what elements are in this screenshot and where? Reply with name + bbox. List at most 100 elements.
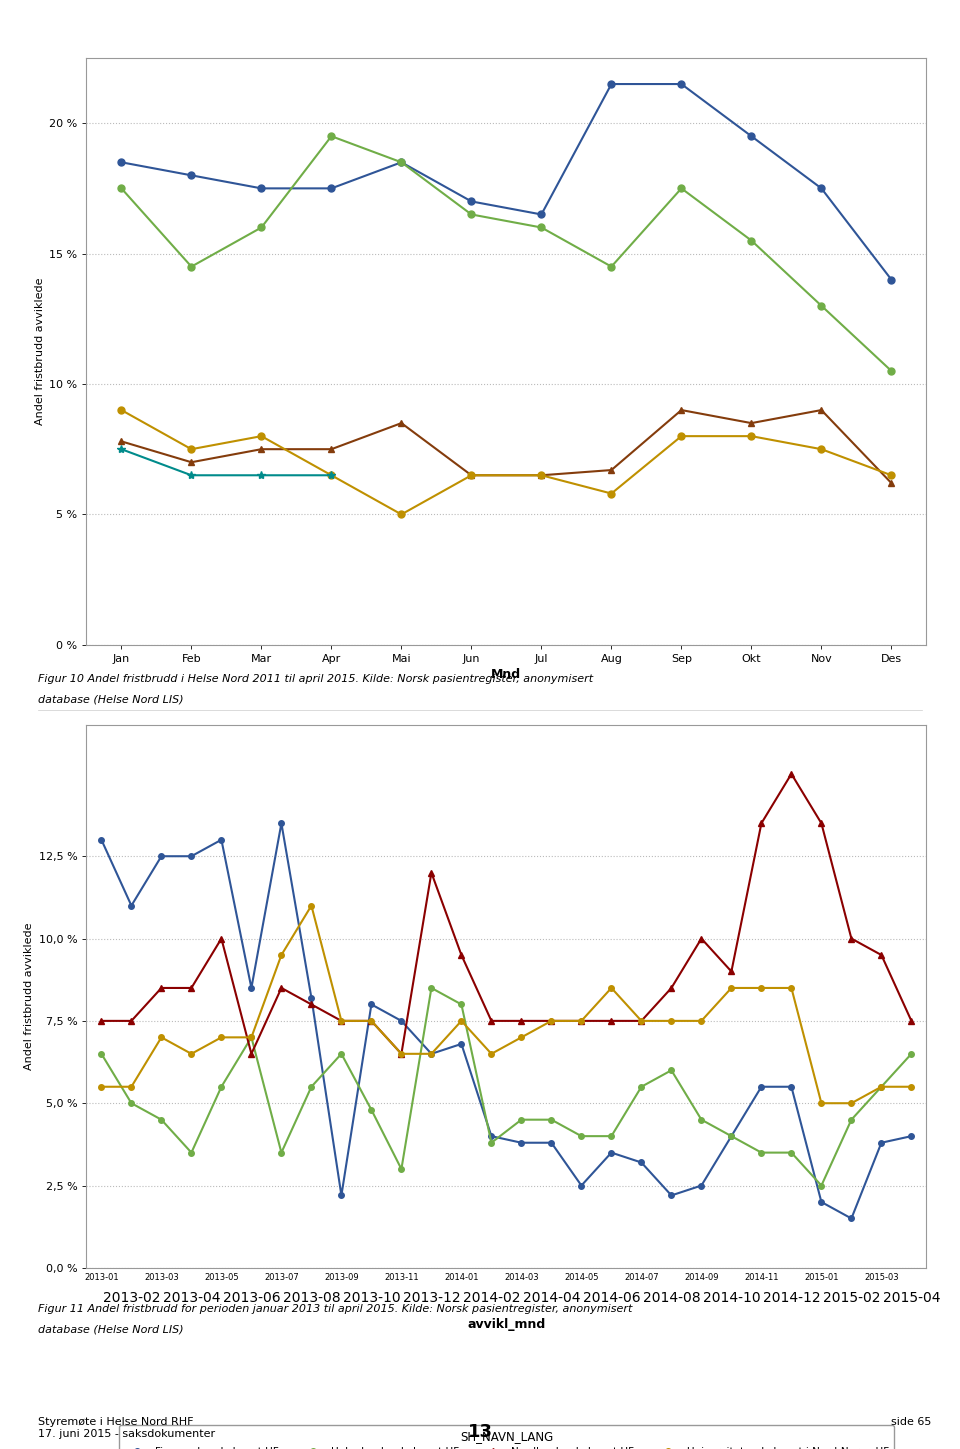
Finnmarkssykehuset HF xyxy=(156,848,167,865)
Line: Nordlandssykehuset HF: Nordlandssykehuset HF xyxy=(99,771,914,1056)
Finnmarkssykehuset HF xyxy=(905,1127,917,1145)
2011 xyxy=(676,75,687,93)
Nordlandssykehuset HF xyxy=(126,1013,137,1030)
Legend: Finnmarkssykehuset HF, Helgelandssykehuset HF, Nordlandssykehuset HF, Universite: Finnmarkssykehuset HF, Helgelandssykehus… xyxy=(119,1426,894,1449)
Universitetssykehuset i Nord-Norge HF xyxy=(696,1013,708,1030)
Helgelandssykehuset HF xyxy=(665,1062,677,1080)
Nordlandssykehuset HF xyxy=(636,1013,647,1030)
Finnmarkssykehuset HF xyxy=(785,1078,797,1095)
Helgelandssykehuset HF xyxy=(486,1135,497,1152)
Nordlandssykehuset HF xyxy=(425,864,437,881)
Finnmarkssykehuset HF xyxy=(96,832,108,849)
Helgelandssykehuset HF xyxy=(545,1111,557,1129)
2012 xyxy=(466,206,477,223)
2015 xyxy=(325,467,337,484)
Helgelandssykehuset HF xyxy=(305,1078,317,1095)
Helgelandssykehuset HF xyxy=(456,995,468,1013)
Line: 2012: 2012 xyxy=(118,133,895,374)
Universitetssykehuset i Nord-Norge HF xyxy=(305,897,317,914)
Universitetssykehuset i Nord-Norge HF xyxy=(366,1013,377,1030)
2013 xyxy=(325,440,337,458)
Helgelandssykehuset HF xyxy=(96,1045,108,1062)
2012 xyxy=(115,180,127,197)
Helgelandssykehuset HF xyxy=(425,980,437,997)
Universitetssykehuset i Nord-Norge HF xyxy=(726,980,737,997)
Nordlandssykehuset HF xyxy=(516,1013,527,1030)
Universitetssykehuset i Nord-Norge HF xyxy=(516,1029,527,1046)
Helgelandssykehuset HF xyxy=(396,1161,407,1178)
Text: Figur 11 Andel fristbrudd for perioden januar 2013 til april 2015. Kilde: Norsk : Figur 11 Andel fristbrudd for perioden j… xyxy=(38,1304,633,1314)
Universitetssykehuset i Nord-Norge HF xyxy=(905,1078,917,1095)
2014 xyxy=(185,440,197,458)
Universitetssykehuset i Nord-Norge HF xyxy=(276,946,287,964)
Universitetssykehuset i Nord-Norge HF xyxy=(606,980,617,997)
Finnmarkssykehuset HF xyxy=(876,1135,887,1152)
Nordlandssykehuset HF xyxy=(905,1013,917,1030)
Helgelandssykehuset HF xyxy=(276,1143,287,1161)
2011 xyxy=(816,180,828,197)
Legend: 2011, 2012, 2013, 2014, 2015: 2011, 2012, 2013, 2014, 2015 xyxy=(244,751,652,788)
Finnmarkssykehuset HF xyxy=(696,1177,708,1194)
Finnmarkssykehuset HF xyxy=(456,1035,468,1052)
2011 xyxy=(746,128,757,145)
2014 xyxy=(115,401,127,419)
Helgelandssykehuset HF xyxy=(336,1045,348,1062)
Universitetssykehuset i Nord-Norge HF xyxy=(545,1013,557,1030)
2013 xyxy=(606,461,617,478)
Finnmarkssykehuset HF xyxy=(246,980,257,997)
2011 xyxy=(115,154,127,171)
Finnmarkssykehuset HF xyxy=(366,995,377,1013)
Nordlandssykehuset HF xyxy=(576,1013,588,1030)
Y-axis label: Andel fristbrudd avviklede: Andel fristbrudd avviklede xyxy=(24,923,35,1069)
Helgelandssykehuset HF xyxy=(185,1143,197,1161)
Text: side 65: side 65 xyxy=(891,1417,931,1427)
Finnmarkssykehuset HF xyxy=(756,1078,767,1095)
2014 xyxy=(886,467,898,484)
2015 xyxy=(255,467,267,484)
Helgelandssykehuset HF xyxy=(126,1094,137,1111)
Text: Figur 10 Andel fristbrudd i Helse Nord 2011 til april 2015. Kilde: Norsk pasient: Figur 10 Andel fristbrudd i Helse Nord 2… xyxy=(38,674,593,684)
Nordlandssykehuset HF xyxy=(545,1013,557,1030)
2014 xyxy=(676,427,687,445)
2011 xyxy=(396,154,407,171)
Nordlandssykehuset HF xyxy=(276,980,287,997)
Finnmarkssykehuset HF xyxy=(636,1153,647,1171)
2012 xyxy=(816,297,828,314)
2012 xyxy=(886,362,898,380)
Nordlandssykehuset HF xyxy=(816,814,828,832)
Universitetssykehuset i Nord-Norge HF xyxy=(216,1029,228,1046)
2011 xyxy=(606,75,617,93)
Helgelandssykehuset HF xyxy=(516,1111,527,1129)
Finnmarkssykehuset HF xyxy=(516,1135,527,1152)
Helgelandssykehuset HF xyxy=(756,1143,767,1161)
Nordlandssykehuset HF xyxy=(396,1045,407,1062)
Finnmarkssykehuset HF xyxy=(846,1210,857,1227)
2014 xyxy=(255,427,267,445)
Finnmarkssykehuset HF xyxy=(276,814,287,832)
Nordlandssykehuset HF xyxy=(486,1013,497,1030)
Text: Styremøte i Helse Nord RHF
17. juni 2015 - saksdokumenter: Styremøte i Helse Nord RHF 17. juni 2015… xyxy=(38,1417,216,1439)
2012 xyxy=(606,258,617,275)
2013 xyxy=(746,414,757,432)
Universitetssykehuset i Nord-Norge HF xyxy=(396,1045,407,1062)
Helgelandssykehuset HF xyxy=(726,1127,737,1145)
Helgelandssykehuset HF xyxy=(216,1078,228,1095)
2012 xyxy=(325,128,337,145)
Universitetssykehuset i Nord-Norge HF xyxy=(756,980,767,997)
2013 xyxy=(255,440,267,458)
Universitetssykehuset i Nord-Norge HF xyxy=(636,1013,647,1030)
Finnmarkssykehuset HF xyxy=(486,1127,497,1145)
Nordlandssykehuset HF xyxy=(606,1013,617,1030)
2011 xyxy=(536,206,547,223)
Universitetssykehuset i Nord-Norge HF xyxy=(96,1078,108,1095)
Universitetssykehuset i Nord-Norge HF xyxy=(665,1013,677,1030)
2013 xyxy=(115,433,127,451)
Universitetssykehuset i Nord-Norge HF xyxy=(336,1013,348,1030)
Nordlandssykehuset HF xyxy=(756,814,767,832)
Finnmarkssykehuset HF xyxy=(185,848,197,865)
Universitetssykehuset i Nord-Norge HF xyxy=(425,1045,437,1062)
X-axis label: Mnd: Mnd xyxy=(492,668,521,681)
Finnmarkssykehuset HF xyxy=(606,1143,617,1161)
Nordlandssykehuset HF xyxy=(366,1013,377,1030)
Line: 2014: 2014 xyxy=(118,407,895,517)
